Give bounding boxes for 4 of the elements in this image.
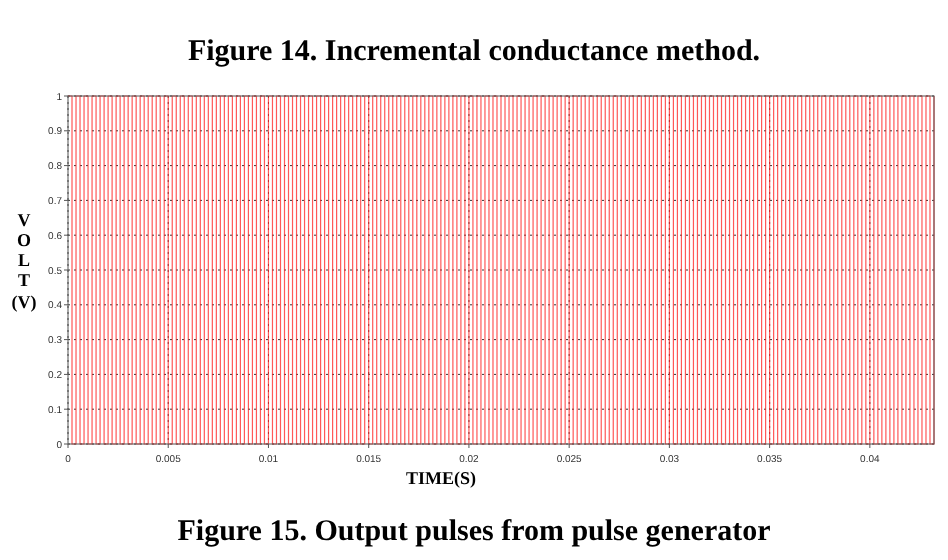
x-axis-title: TIME(S) bbox=[405, 468, 477, 488]
text: Figure 15. Output pulses from pulse generator bbox=[177, 516, 772, 548]
y-axis-title: VOLT (V) bbox=[11, 210, 37, 312]
caption: Figure 14. Incremental conductance method. bbox=[187, 36, 761, 68]
